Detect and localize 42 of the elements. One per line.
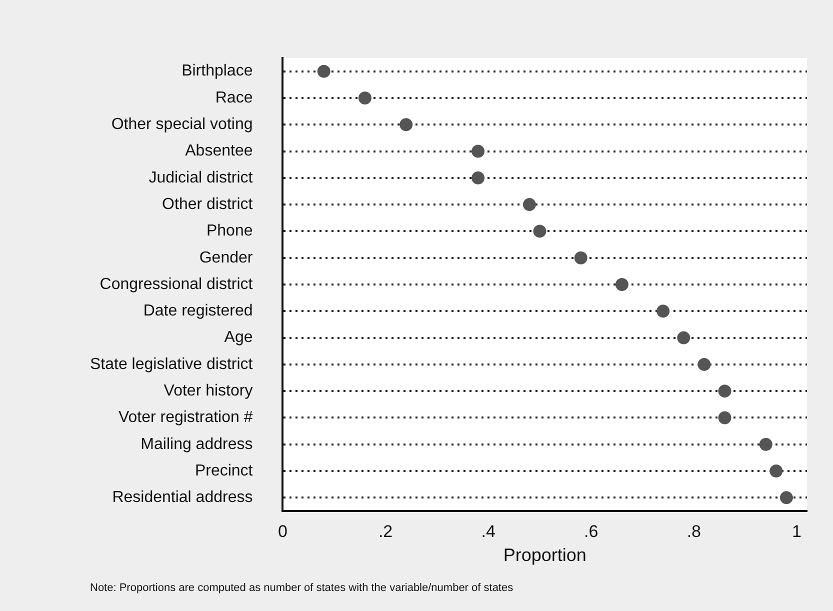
point [358,91,372,104]
y-tick-label: Other district [162,196,254,213]
point [472,171,485,184]
point [615,278,628,291]
y-tick-label: State legislative district [90,356,254,373]
point [770,464,783,478]
x-tick-label: .4 [481,522,496,541]
point [533,224,546,238]
y-tick-label: Other special voting [111,116,253,134]
y-tick-label: Judicial district [148,169,254,186]
point [656,304,670,318]
point [718,384,732,398]
y-tick-label: Mailing address [140,436,253,453]
y-tick-label: Phone [206,222,253,240]
y-tick-label: Age [224,329,253,346]
point [677,331,690,344]
point [698,358,711,371]
x-tick-label: .6 [584,522,598,541]
text: Note: Proportions are computed as number of states with the variable/number of states [90,582,514,594]
point [522,198,536,212]
y-tick-label: Voter registration # [118,409,253,426]
point [718,411,732,424]
y-tick-label: Date registered [143,302,253,320]
y-tick-label: Absentee [185,142,253,160]
point [780,491,793,504]
y-tick-label: Residential address [112,489,253,506]
y-tick-label: Gender [199,249,254,266]
x-tick-label: 0 [278,522,288,541]
point [317,64,330,78]
x-tick-label: .8 [686,522,702,541]
x-axis-title: Proportion [503,545,586,566]
y-tick-label: Congressional district [100,276,254,293]
y-tick-label: Birthplace [182,62,253,80]
y-tick-label: Voter history [164,382,253,400]
y-tick-label: Precinct [194,462,254,480]
point [574,251,588,264]
y-tick-label: Race [215,89,253,106]
point [472,144,485,158]
point [759,438,772,451]
point [400,118,413,132]
x-tick-label: 1 [792,522,802,541]
x-tick-label: .2 [378,522,393,541]
